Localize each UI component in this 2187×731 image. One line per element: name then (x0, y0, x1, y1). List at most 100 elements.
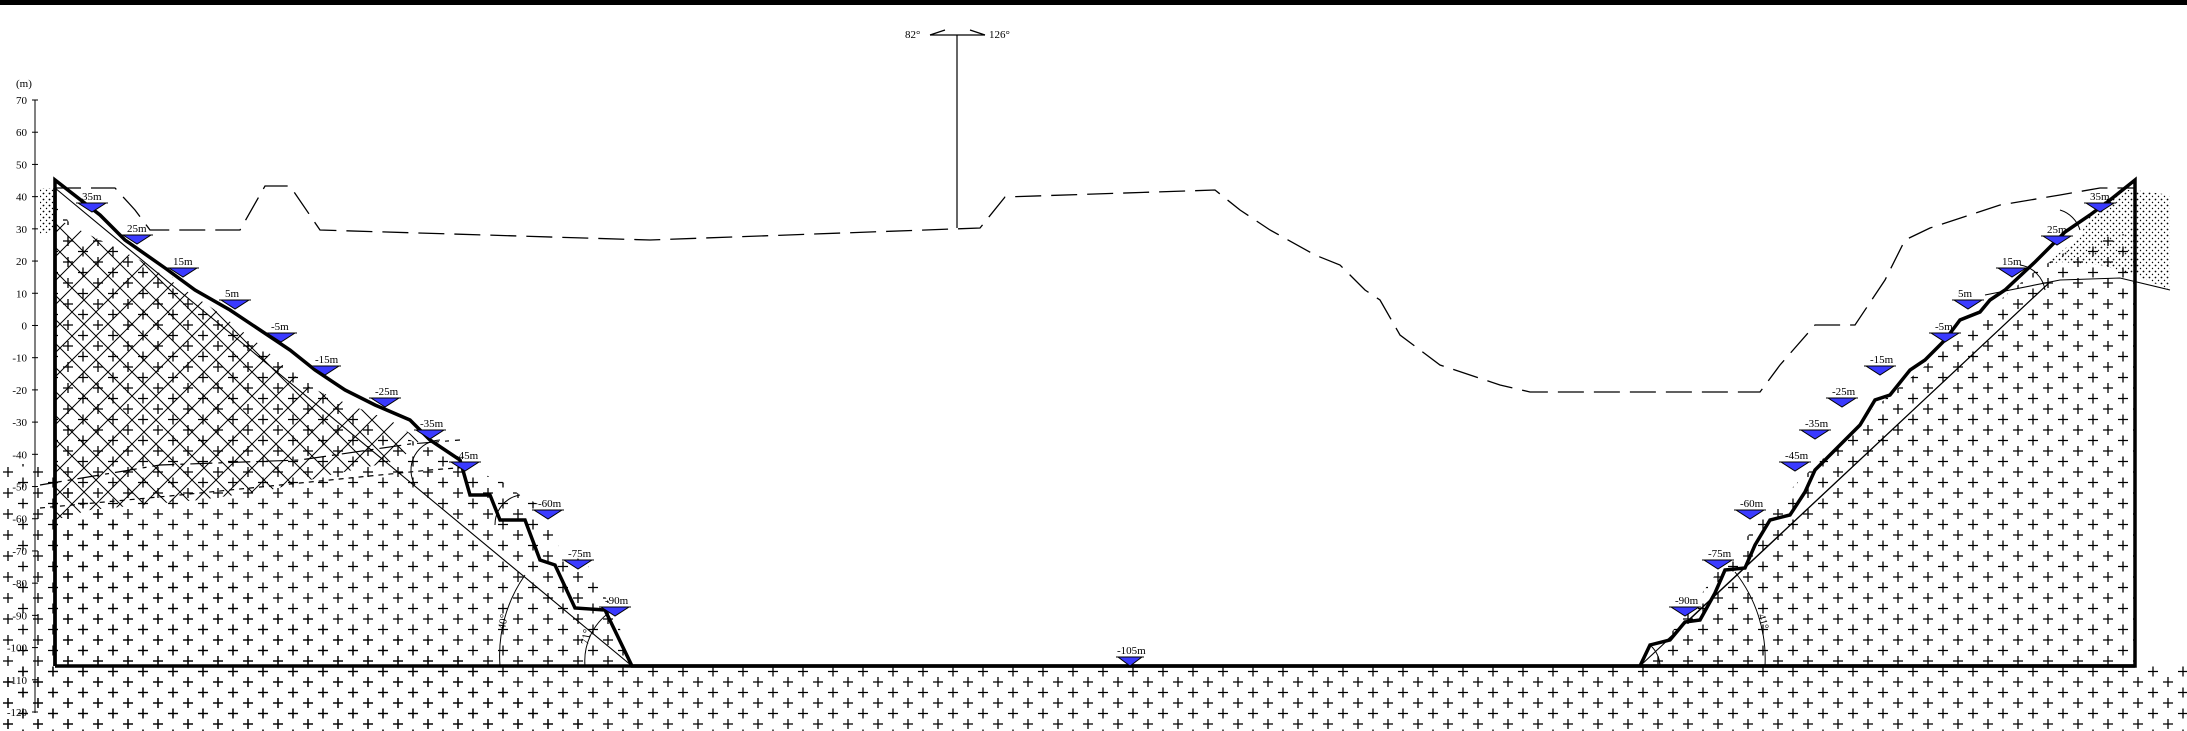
bench-label: -35m (1805, 418, 1829, 430)
bench-label: -25m (375, 386, 399, 398)
bench-label: -35m (420, 418, 444, 430)
left-bench-marker: -35m (414, 418, 446, 440)
axis-tick-label: -90 (12, 610, 27, 622)
bench-label: -60m (538, 498, 562, 510)
right-bench-marker: 35m (2084, 191, 2116, 213)
right-small-angle-arc (1649, 644, 1661, 667)
bench-label: 35m (2090, 191, 2110, 203)
right-bench-marker: -90m (1669, 595, 1701, 617)
left-overall-angle-label: 40° (496, 613, 510, 630)
bench-marker-triangle (1929, 332, 1961, 343)
left-overall-angle-arc (499, 574, 526, 667)
right-bench-marker: 5m (1952, 288, 1984, 310)
right-bench-marker: -5m (1929, 321, 1961, 343)
left-bench-markers: 35m 25m 15m 5m -5m -15m -25m -35m -45m -60m -75m -9… (76, 191, 631, 617)
bench-marker-triangle (1702, 559, 1734, 570)
left-bench-marker: 35m (76, 191, 108, 213)
bench-marker-triangle (1826, 397, 1858, 408)
axis-tick-label: -120 (7, 707, 28, 719)
top-border (0, 0, 2187, 5)
left-bench-arc-1 (410, 439, 441, 486)
axis-tick-label: -50 (12, 482, 27, 494)
right-weak-layer (1984, 277, 2171, 296)
axis-tick-label: -100 (7, 643, 28, 655)
bench-marker-triangle (1799, 429, 1831, 440)
bench-label: 15m (173, 256, 193, 268)
right-bench-arc-2 (2059, 209, 2081, 231)
axis-tick-label: -10 (12, 353, 27, 365)
axis-tick-label: -60 (12, 514, 27, 526)
axis-tick-label: 70 (16, 95, 28, 107)
bench-marker-triangle (2084, 202, 2116, 213)
bench-marker-triangle (599, 606, 631, 617)
bench-marker-triangle (309, 365, 341, 376)
pit-bottom-marker: -105m (1116, 645, 1146, 667)
left-bench-marker: 15m (167, 256, 199, 278)
rock-base-bottom (0, 666, 2187, 731)
axis-tick-label: 20 (16, 256, 28, 268)
bench-marker-triangle (562, 559, 594, 570)
bench-marker-triangle (121, 234, 153, 245)
bench-marker-triangle (2041, 235, 2073, 246)
compass-right-label: 126° (989, 29, 1010, 41)
axis-ticks: 70 60 50 40 30 20 10 0 -10 -20 -30 -40 -50 -60 -70 -80 -… (7, 95, 38, 719)
right-overall-angle-arc (1734, 571, 1766, 667)
left-bench-marker: 5m (219, 288, 251, 310)
bench-label: 25m (127, 223, 147, 235)
bench-label: -90m (605, 595, 629, 607)
bench-marker-triangle (1996, 267, 2028, 278)
bench-marker-triangle (1734, 509, 1766, 520)
compass-left-label: 82° (905, 29, 920, 41)
bench-label: -90m (1675, 595, 1699, 607)
bench-marker-triangle (1669, 606, 1701, 617)
right-bench-marker: -15m (1864, 354, 1896, 376)
bench-label: -75m (1708, 548, 1732, 560)
left-bench-marker: -90m (599, 595, 631, 617)
left-bench-marker: -5m (265, 321, 297, 343)
bench-label: -5m (1935, 321, 1953, 333)
left-bench-marker: 25m (121, 223, 153, 245)
left-bench-marker: -15m (309, 354, 341, 376)
bench-label: -5m (271, 321, 289, 333)
bench-label: -45m (455, 450, 479, 462)
rock-right-soil (2045, 190, 2170, 290)
left-bench-marker: -75m (562, 548, 594, 570)
right-bench-marker: 15m (1996, 256, 2028, 278)
bench-label: -15m (1870, 354, 1894, 366)
bench-label: -15m (315, 354, 339, 366)
right-bench-line (1664, 281, 2051, 643)
elevation-axis: (m) (16, 78, 36, 713)
bench-marker-triangle (219, 299, 251, 310)
pit-final-slope (53, 176, 2137, 668)
bench-label: -45m (1785, 450, 1809, 462)
left-bench-arc-2 (494, 494, 521, 526)
axis-tick-label: -40 (12, 449, 27, 461)
bench-marker-triangle (1779, 461, 1811, 472)
left-overall-slope-line (54, 187, 633, 667)
right-bench-marker: 25m (2041, 224, 2073, 246)
left-bench-marker: -25m (369, 386, 401, 408)
axis-tick-label: 50 (16, 159, 28, 171)
axis-tick-label: 40 (16, 192, 28, 204)
bench-label: 15m (2002, 256, 2022, 268)
bench-label: 35m (82, 191, 102, 203)
axis-tick-label: 30 (16, 224, 28, 236)
bench-label: 5m (225, 288, 240, 300)
bench-marker-triangle (167, 267, 199, 278)
bench-label: 5m (1958, 288, 1973, 300)
bench-label: -60m (1740, 498, 1764, 510)
right-bench-marker: -35m (1799, 418, 1831, 440)
axis-unit-label: (m) (16, 78, 32, 90)
bench-marker-triangle (449, 461, 481, 472)
bench-marker-triangle (76, 202, 108, 213)
axis-tick-label: 60 (16, 127, 28, 139)
axis-tick-label: -30 (12, 417, 27, 429)
axis-tick-label: -110 (7, 675, 27, 687)
bench-label: -25m (1832, 386, 1856, 398)
axis-tick-label: 0 (22, 320, 28, 332)
axis-tick-label: 10 (16, 288, 28, 300)
original-ground-line (55, 185, 2135, 393)
bench-marker-triangle (1952, 299, 1984, 310)
bench-marker-triangle (532, 509, 564, 520)
